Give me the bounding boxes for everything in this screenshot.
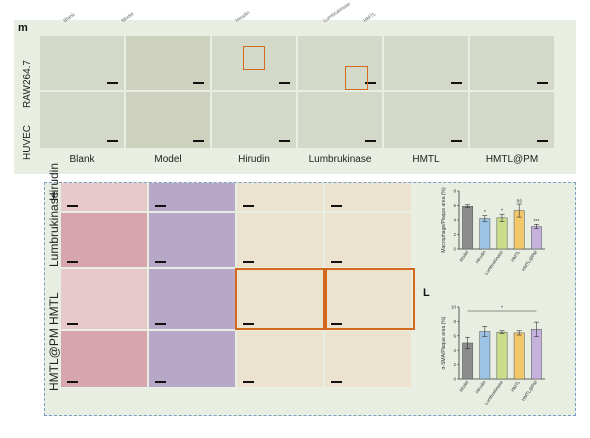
x-tick-label: Hirudin — [474, 379, 487, 394]
col-label-hirudin: Hirudin — [238, 154, 270, 165]
x-tick-label: HMTL — [510, 249, 521, 262]
micrograph-huvec-model — [126, 92, 210, 148]
masson-stain-hmtl-pm — [149, 331, 235, 387]
row-label-lumbrukinase: Lumbrukinase — [47, 191, 61, 267]
panel-letter-l: L — [423, 287, 430, 299]
col-label-blank: Blank — [69, 154, 95, 165]
oro-stain-hirudin — [237, 183, 323, 211]
x-tick-label: HMTL@PM — [521, 250, 539, 272]
y-axis-label: α-SMA/Plaque area (%) — [441, 316, 447, 369]
col-label-lumbrukinase: Lumbrukinase — [308, 154, 372, 165]
micrograph-huvec-hirudin — [212, 92, 296, 148]
oro-zoom-hirudin — [325, 183, 411, 211]
x-tick-label: HMTL — [510, 379, 521, 392]
oro-zoom-hmtl-pm — [325, 331, 411, 387]
oro-stain-lumbrukinase — [237, 213, 323, 267]
micrograph-raw-lumbrukinase — [298, 36, 382, 90]
oro-zoom-lumbrukinase — [325, 213, 411, 267]
macrophage-chart-svg: Macrophage/Plaque area (%) 0 2 4 6 8 Model * Hir… — [441, 187, 545, 276]
micrograph-raw-hmtl-pm — [470, 36, 554, 90]
y-tick-label: 4 — [453, 218, 456, 223]
micrograph-huvec-blank — [40, 92, 124, 148]
cell-imaging-panel: m Blank Model Hirudin Lumbrukinase HMTL … — [14, 1, 576, 174]
x-tick-label: HMTL@PM — [521, 380, 539, 402]
bar — [530, 226, 542, 250]
highlight-box — [235, 268, 325, 330]
y-tick-label: 0 — [453, 247, 456, 252]
asma-chart-svg: α-SMA/Plaque area (%) 0 2 4 6 8 10 Model Hirudin… — [441, 305, 545, 406]
oro-zoom-hmtl — [325, 269, 411, 329]
header-label: Lumbrukinase — [322, 1, 352, 24]
x-tick-label: Lumbrokinase — [484, 249, 505, 275]
micrograph-raw-blank — [40, 36, 124, 90]
oro-stain-hmtl-pm — [237, 331, 323, 387]
micrograph-huvec-hmtl-pm — [470, 92, 554, 148]
y-tick-label: 8 — [453, 319, 456, 324]
oro-stain-hmtl — [237, 269, 323, 329]
row-label-raw: RAW264.7 — [22, 60, 33, 108]
bar — [496, 217, 508, 250]
bar — [462, 205, 474, 250]
header-label: Hirudin — [234, 9, 251, 24]
y-axis-label: Macrophage/Plaque area (%) — [441, 187, 447, 253]
x-tick-label: Lumbrokinase — [484, 379, 505, 405]
significance-label: * — [484, 210, 486, 216]
highlight-box — [243, 46, 265, 70]
bar — [496, 331, 508, 380]
panel-letter-m: m — [18, 22, 28, 34]
significance-label: ns — [517, 199, 523, 205]
macrophage-bar-chart: Macrophage/Plaque area (%) 0 2 4 6 8 Model * Hir… — [415, 183, 575, 283]
masson-stain-hirudin — [149, 183, 235, 211]
y-tick-label: 2 — [453, 362, 456, 367]
y-tick-label: 6 — [453, 203, 456, 208]
y-tick-label: 8 — [453, 189, 456, 194]
row-label-hmtl: HMTL — [47, 292, 61, 325]
y-tick-label: 4 — [453, 348, 456, 353]
asma-bar-chart: α-SMA/Plaque area (%) 0 2 4 6 8 10 Model Hirudin… — [415, 295, 575, 413]
micrograph-raw-hirudin — [212, 36, 296, 90]
bar — [479, 331, 491, 380]
col-label-hmtl-pm: HMTL@PM — [485, 154, 539, 165]
y-tick-label: 0 — [453, 377, 456, 382]
masson-stain-hmtl — [149, 269, 235, 329]
highlight-box — [345, 66, 368, 90]
y-tick-label: 2 — [453, 232, 456, 237]
x-tick-label: Hirudin — [474, 249, 487, 264]
bar — [479, 218, 491, 250]
header-label: Blank — [62, 11, 77, 24]
row-label-huvec: HUVEC — [22, 124, 33, 160]
header-label: HMTL — [362, 11, 378, 24]
comparison-marker: * — [501, 306, 503, 312]
x-tick-label: Model — [458, 380, 469, 393]
col-label-model: Model — [154, 154, 182, 165]
he-stain-hirudin — [61, 183, 147, 211]
y-tick-label: 10 — [451, 305, 457, 310]
col-label-hmtl: HMTL — [412, 154, 440, 165]
he-stain-hmtl — [61, 269, 147, 329]
row-label-hmtl-pm: HMTL@PM — [47, 328, 61, 391]
tissue-staining-panel: Hirudin Lumbrukinase HMTL HMTL@PM Macrop… — [44, 163, 576, 416]
bar — [513, 332, 525, 380]
micrograph-raw-hmtl — [384, 36, 468, 90]
significance-label: *** — [533, 219, 539, 225]
he-stain-hmtl-pm — [61, 331, 147, 387]
significance-label: * — [501, 209, 503, 215]
micrograph-raw-model — [126, 36, 210, 90]
micrograph-huvec-lumbrukinase — [298, 92, 382, 148]
highlight-box — [325, 268, 415, 330]
masson-stain-lumbrukinase — [149, 213, 235, 267]
header-label: Model — [120, 11, 136, 24]
he-stain-lumbrukinase — [61, 213, 147, 267]
micrograph-huvec-hmtl — [384, 92, 468, 148]
y-tick-label: 6 — [453, 333, 456, 338]
x-tick-label: Model — [458, 250, 469, 263]
